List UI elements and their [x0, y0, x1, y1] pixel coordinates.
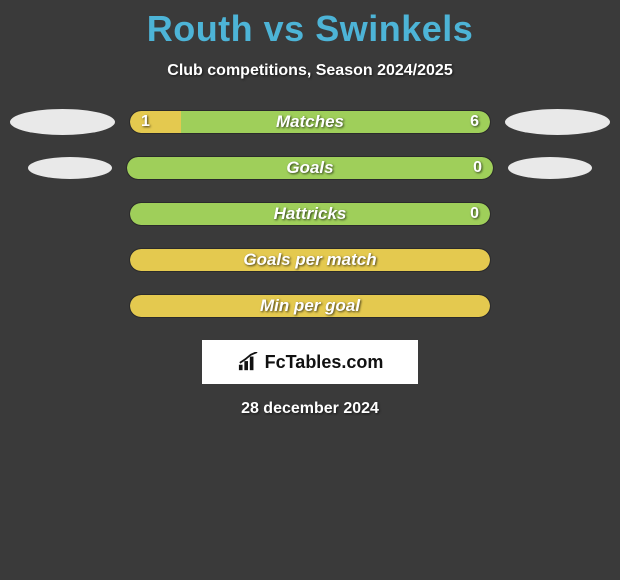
- right-team-oval: [508, 157, 592, 179]
- stat-bar: Goals per match: [129, 248, 491, 272]
- stat-label: Matches: [129, 110, 491, 134]
- right-value: 0: [470, 202, 479, 226]
- bar-chart-icon: [237, 352, 259, 372]
- stat-label: Hattricks: [129, 202, 491, 226]
- right-value: 6: [470, 110, 479, 134]
- stat-bar: Goals0: [126, 156, 494, 180]
- stat-row: Goals0: [10, 156, 610, 180]
- stat-bar: 1Matches6: [129, 110, 491, 134]
- stat-label: Min per goal: [129, 294, 491, 318]
- page-title: Routh vs Swinkels: [0, 0, 620, 50]
- left-team-oval: [28, 157, 112, 179]
- stat-bar: Min per goal: [129, 294, 491, 318]
- stat-label: Goals per match: [129, 248, 491, 272]
- stat-label: Goals: [126, 156, 494, 180]
- stat-bar: Hattricks0: [129, 202, 491, 226]
- stat-row: Hattricks0: [10, 202, 610, 226]
- brand-badge: FcTables.com: [202, 340, 418, 384]
- left-team-oval: [10, 109, 115, 135]
- stat-row: 1Matches6: [10, 110, 610, 134]
- stat-row: Goals per match: [10, 248, 610, 272]
- stat-row: Min per goal: [10, 294, 610, 318]
- date-label: 28 december 2024: [0, 400, 620, 418]
- subtitle: Club competitions, Season 2024/2025: [0, 62, 620, 80]
- comparison-chart: 1Matches6Goals0Hattricks0Goals per match…: [0, 110, 620, 318]
- right-value: 0: [473, 156, 482, 180]
- right-team-oval: [505, 109, 610, 135]
- brand-text: FcTables.com: [265, 352, 384, 373]
